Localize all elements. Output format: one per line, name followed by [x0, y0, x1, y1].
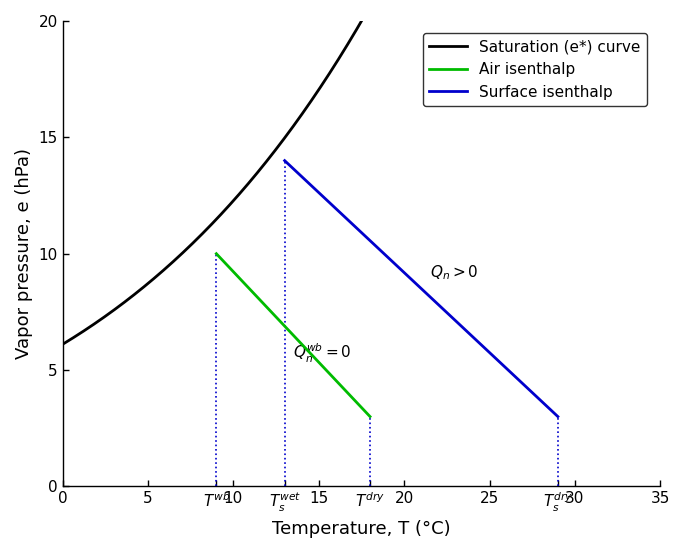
Y-axis label: Vapor pressure, e (hPa): Vapor pressure, e (hPa) — [15, 148, 33, 359]
X-axis label: Temperature, T (°C): Temperature, T (°C) — [272, 520, 451, 538]
Text: $Q_n^{wb} = 0$: $Q_n^{wb} = 0$ — [293, 342, 351, 365]
Text: $Q_n > 0$: $Q_n > 0$ — [429, 263, 478, 281]
Legend: Saturation (e*) curve, Air isenthalp, Surface isenthalp: Saturation (e*) curve, Air isenthalp, Su… — [423, 33, 647, 106]
